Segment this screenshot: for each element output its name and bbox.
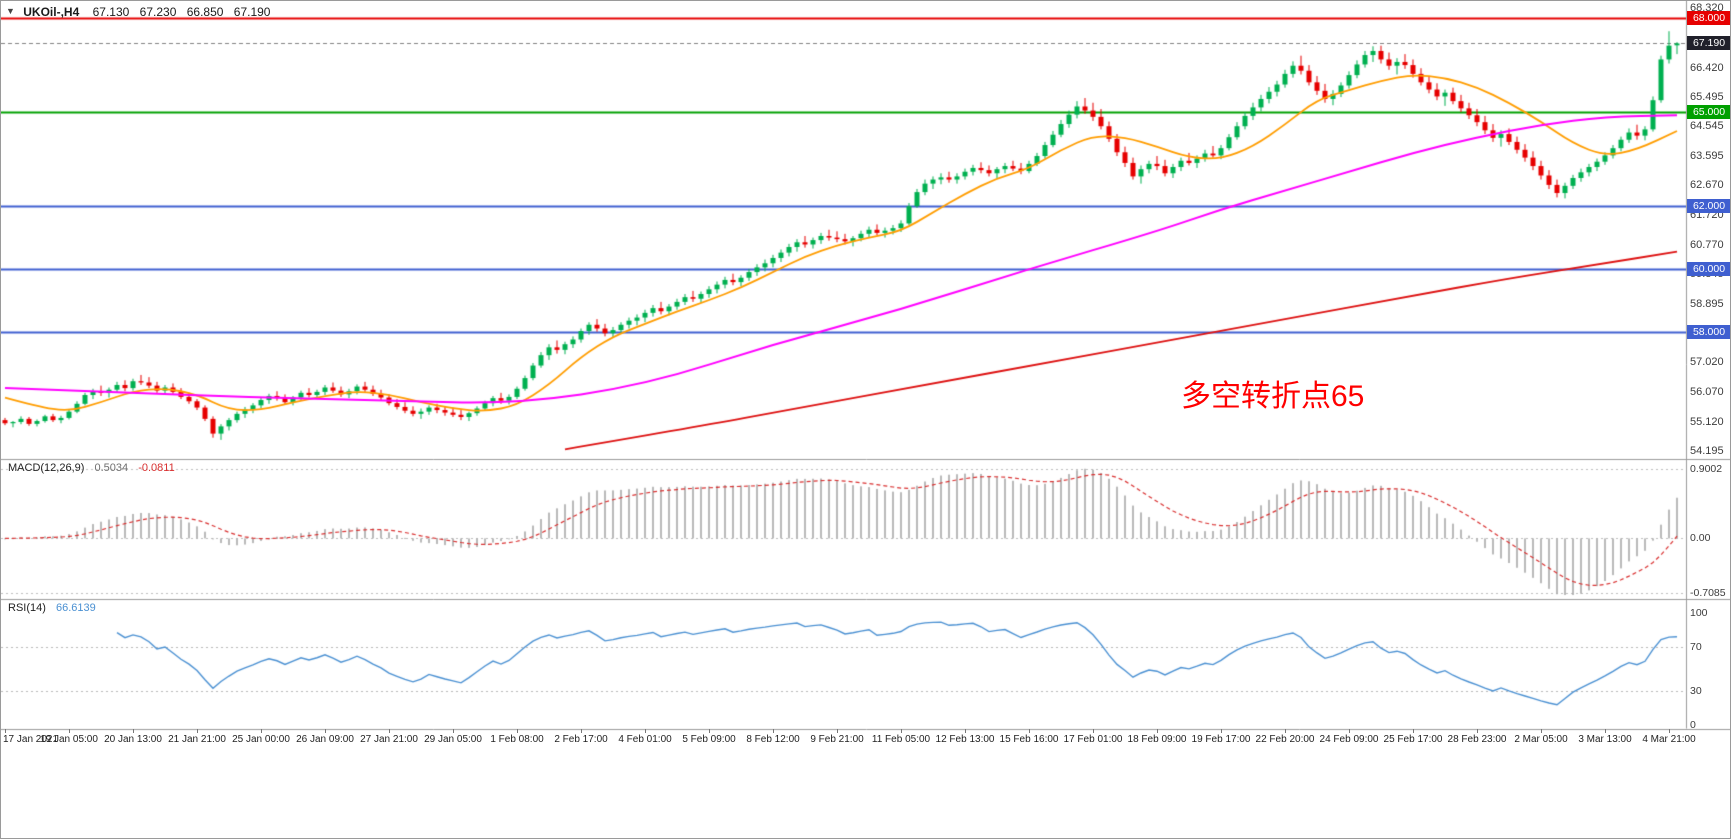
macd-signal-value: -0.0811 xyxy=(138,462,175,474)
high-value: 67.230 xyxy=(139,5,177,19)
macd-name: MACD(12,26,9) xyxy=(8,462,85,474)
macd-main-value: 0.5034 xyxy=(94,462,129,474)
rsi-value: 66.6139 xyxy=(55,602,96,614)
macd-indicator-label: MACD(12,26,9) 0.5034 -0.0811 xyxy=(8,462,175,474)
chart-dropdown-icon[interactable]: ▼ xyxy=(6,6,15,16)
chart-annotation-text[interactable]: 多空转折点65 xyxy=(1181,380,1365,413)
rsi-indicator-label: RSI(14) 66.6139 xyxy=(8,602,96,614)
rsi-name: RSI(14) xyxy=(8,602,46,614)
symbol-timeframe-label: UKOil-,H4 xyxy=(23,5,80,19)
low-value: 66.850 xyxy=(186,5,224,19)
chart-header: ▼ UKOil-,H4 67.130 67.230 66.850 67.190 xyxy=(6,5,277,19)
open-value: 67.130 xyxy=(92,5,130,19)
close-value: 67.190 xyxy=(233,5,271,19)
